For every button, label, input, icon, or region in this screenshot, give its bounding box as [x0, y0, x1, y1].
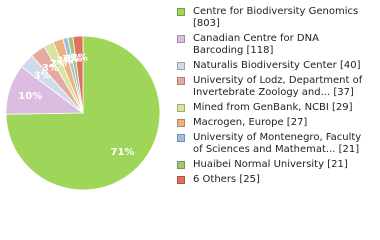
slice-label: 1% — [65, 53, 82, 64]
slice-label: 3% — [34, 70, 51, 81]
legend-item: Macrogen, Europe [27] — [175, 117, 375, 129]
legend-item: Huaibei Normal University [21] — [175, 159, 375, 171]
legend-item: Naturalis Biodiversity Center [40] — [175, 60, 375, 72]
pie-slice — [5, 35, 161, 191]
legend-label: Naturalis Biodiversity Center [40] — [193, 60, 361, 71]
legend-item: University of Lodz, Department of Invert… — [175, 75, 375, 99]
pie-slice — [72, 35, 84, 114]
legend-label: Centre for Biodiversity Genomics [803] — [193, 6, 359, 29]
slice-label: 1% — [62, 54, 79, 65]
legend-label: University of Montenegro, Faculty of Sci… — [193, 132, 362, 155]
legend-swatch — [177, 134, 185, 142]
legend-swatch — [177, 62, 185, 70]
legend-swatch — [177, 161, 185, 169]
slice-label: 2% — [57, 56, 74, 67]
legend-swatch — [177, 77, 185, 85]
legend-label: 6 Others [25] — [193, 174, 260, 185]
legend-item: University of Montenegro, Faculty of Sci… — [175, 132, 375, 156]
legend: Centre for Biodiversity Genomics [803] Ca… — [175, 6, 375, 189]
slice-label: 10% — [18, 91, 42, 102]
pie-chart: 71%10%3%3%2%2%1%1%2% — [5, 35, 161, 191]
legend-item: Centre for Biodiversity Genomics [803] — [175, 6, 375, 30]
legend-swatch — [177, 35, 185, 43]
slice-label: 2% — [71, 53, 88, 64]
legend-swatch — [177, 176, 185, 184]
legend-label: Mined from GenBank, NCBI [29] — [193, 102, 353, 113]
slice-label: 3% — [42, 63, 59, 74]
legend-label: University of Lodz, Department of Invert… — [193, 75, 363, 98]
legend-label: Huaibei Normal University [21] — [193, 159, 348, 170]
legend-item: Canadian Centre for DNA Barcoding [118] — [175, 33, 375, 57]
slice-label: 2% — [50, 58, 67, 69]
legend-swatch — [177, 8, 185, 16]
legend-swatch — [177, 104, 185, 112]
legend-swatch — [177, 119, 185, 127]
legend-item: Mined from GenBank, NCBI [29] — [175, 102, 375, 114]
slice-label: 71% — [111, 147, 135, 158]
legend-label: Canadian Centre for DNA Barcoding [118] — [193, 33, 319, 56]
legend-label: Macrogen, Europe [27] — [193, 117, 308, 128]
legend-item: 6 Others [25] — [175, 174, 375, 186]
